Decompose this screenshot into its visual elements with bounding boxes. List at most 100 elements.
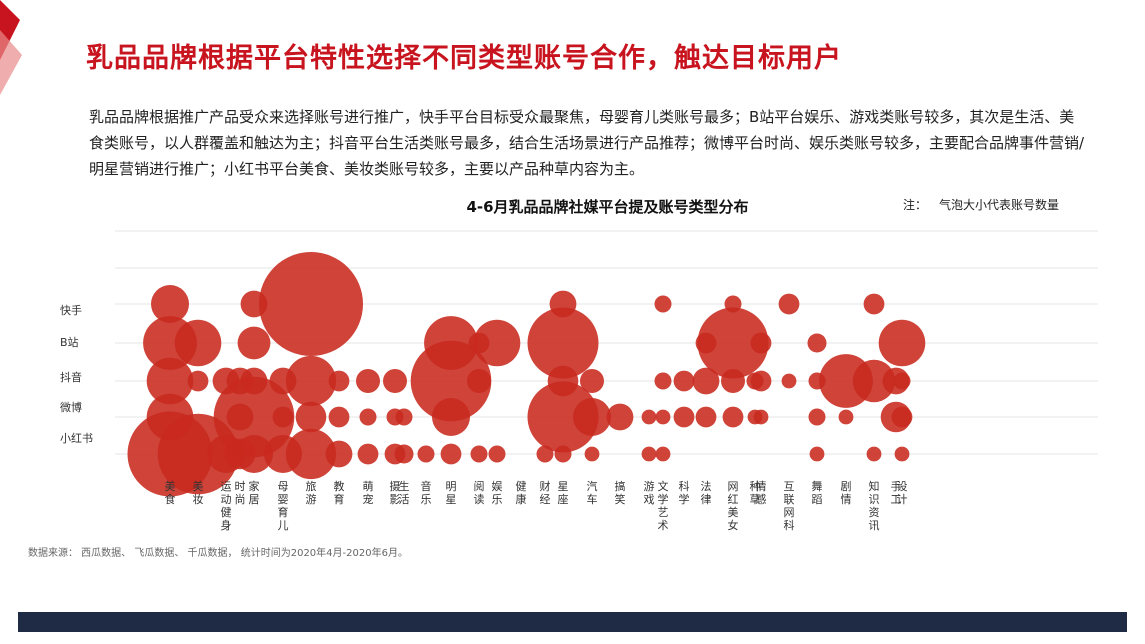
x-label-category: 阅读	[474, 480, 485, 506]
bubble	[753, 409, 769, 425]
bubble	[778, 293, 800, 315]
bubble	[809, 446, 825, 462]
bubble	[470, 445, 488, 463]
x-label-category: 知识资讯	[869, 479, 880, 532]
chart-title: 4-6月乳品品牌社媒平台提及账号类型分布	[466, 198, 749, 216]
footer-bar	[18, 612, 1127, 632]
bubble	[863, 293, 885, 315]
bubble	[356, 369, 380, 393]
x-label-category: 剧情	[841, 480, 852, 506]
x-label-category: 母婴育儿	[278, 480, 289, 532]
intro-paragraph: 乳品品牌根据推广产品受众来选择账号进行推广，快手平台目标受众最聚焦，母婴育儿类账…	[89, 108, 1085, 178]
bubble	[692, 367, 720, 395]
x-label-category: 舞蹈	[812, 480, 823, 506]
bubble	[697, 307, 769, 379]
bubble	[285, 428, 337, 480]
x-label-category: 健康	[516, 480, 527, 506]
bubble	[151, 285, 189, 323]
x-label-category: 文学艺术	[658, 479, 669, 532]
bubble	[410, 340, 492, 422]
bubble	[237, 326, 271, 360]
bubble	[655, 446, 671, 462]
bubble	[655, 409, 671, 425]
bubble	[673, 406, 695, 428]
y-label-platform: B站	[60, 335, 79, 349]
bubble	[878, 319, 926, 367]
bubble	[580, 369, 604, 393]
x-label-category: 美食	[165, 480, 176, 506]
x-label-category: 旅游	[306, 479, 317, 506]
bubble	[328, 406, 350, 428]
bubble	[722, 406, 744, 428]
x-label-category: 美妆	[193, 480, 204, 506]
x-label-category: 游戏	[644, 480, 655, 506]
bubble	[807, 333, 827, 353]
bubble	[641, 446, 657, 462]
bubble	[328, 370, 350, 392]
bubble	[395, 408, 413, 426]
bubble	[213, 376, 295, 458]
x-label-category: 娱乐	[492, 479, 503, 506]
chart-note-text: 气泡大小代表账号数量	[939, 198, 1060, 212]
chart-note-label: 注：	[903, 198, 928, 212]
bubble	[285, 355, 337, 407]
bubble	[417, 445, 435, 463]
bubble	[527, 381, 599, 453]
chart-note: 注： 气泡大小代表账号数量	[903, 196, 1071, 213]
x-label-category: 萌宠	[363, 479, 374, 506]
x-label-category: 网红美女	[728, 480, 739, 532]
bubble	[894, 446, 910, 462]
bubble	[781, 373, 797, 389]
bubble	[467, 369, 491, 393]
x-label-category: 星座	[558, 480, 569, 506]
bubble	[641, 409, 657, 425]
x-label-category: 摄影	[390, 479, 401, 506]
bubble	[235, 435, 273, 473]
page-title: 乳品品牌根据平台特性选择不同类型账号合作，触达目标用户	[86, 43, 842, 74]
bubble	[359, 408, 377, 426]
bubble	[584, 446, 600, 462]
bubble	[432, 398, 470, 436]
x-label-category: 设计	[897, 480, 908, 506]
x-label-category: 运动健身	[221, 480, 232, 532]
bubble	[606, 403, 634, 431]
x-label-category: 搞笑	[615, 479, 626, 506]
x-label-category: 手工	[891, 479, 902, 506]
bubble	[654, 372, 672, 390]
bubbles	[127, 252, 926, 497]
bubble	[721, 369, 745, 393]
bubble	[187, 370, 209, 392]
x-label-category: 明星	[446, 480, 457, 506]
x-label-category: 互联网科	[784, 480, 795, 532]
bubble	[695, 406, 717, 428]
bubble	[473, 319, 521, 367]
bubble	[880, 401, 912, 433]
x-label-category: 财经	[540, 479, 551, 506]
x-label-category: 种草	[750, 479, 761, 506]
x-label-category: 生活	[399, 479, 410, 506]
x-label-category: 教育	[334, 480, 345, 506]
y-label-platform: 微博	[60, 400, 82, 414]
bubble	[488, 445, 506, 463]
y-label-platform: 抖音	[60, 370, 82, 384]
x-label-category: 家居	[249, 479, 260, 506]
x-label-category: 时尚	[235, 480, 246, 506]
bubble	[852, 359, 896, 403]
x-label-category: 汽车	[587, 479, 598, 506]
x-label-category: 音乐	[421, 479, 432, 506]
bubble	[750, 370, 772, 392]
bubble	[383, 369, 407, 393]
bubble	[295, 401, 327, 433]
bubble	[554, 445, 572, 463]
bubble	[808, 408, 826, 426]
bubble	[357, 443, 379, 465]
y-label-platform: 小红书	[60, 432, 93, 445]
bubble	[893, 372, 911, 390]
bubble	[838, 409, 854, 425]
bubble	[146, 357, 194, 405]
bubble	[750, 332, 772, 354]
x-label-category: 科学	[679, 479, 690, 506]
